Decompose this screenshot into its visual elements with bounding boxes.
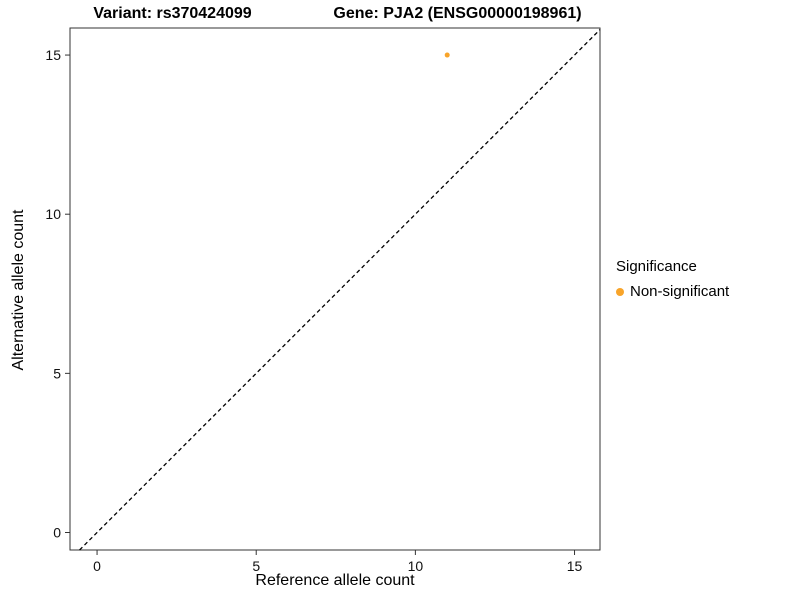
legend-entry: Non-significant bbox=[616, 283, 729, 300]
plot-title-variant: Variant: rs370424099 bbox=[93, 5, 252, 22]
y-axis-tick-label: 0 bbox=[53, 524, 61, 540]
y-axis-tick-label: 10 bbox=[45, 206, 61, 222]
legend-title: Significance bbox=[616, 258, 697, 275]
x-axis-tick-label: 0 bbox=[93, 558, 101, 574]
legend-entry-label: Non-significant bbox=[630, 283, 730, 300]
y-axis-label: Alternative allele count bbox=[10, 209, 27, 371]
plot-title-gene: Gene: PJA2 (ENSG00000198961) bbox=[333, 5, 582, 22]
legend: Significance Non-significant bbox=[616, 258, 729, 300]
plot-panel-border bbox=[69, 27, 601, 551]
y-axis-tick-label: 5 bbox=[53, 365, 61, 381]
x-axis-tick-label: 10 bbox=[408, 558, 424, 574]
x-axis-tick-label: 15 bbox=[567, 558, 583, 574]
identity-line bbox=[79, 29, 601, 551]
legend-point-icon bbox=[616, 287, 624, 296]
y-axis-tick-label: 15 bbox=[45, 47, 61, 63]
x-axis-tick-label: 5 bbox=[252, 558, 260, 574]
x-axis-label: Reference allele count bbox=[255, 572, 415, 589]
data-point bbox=[444, 52, 450, 58]
